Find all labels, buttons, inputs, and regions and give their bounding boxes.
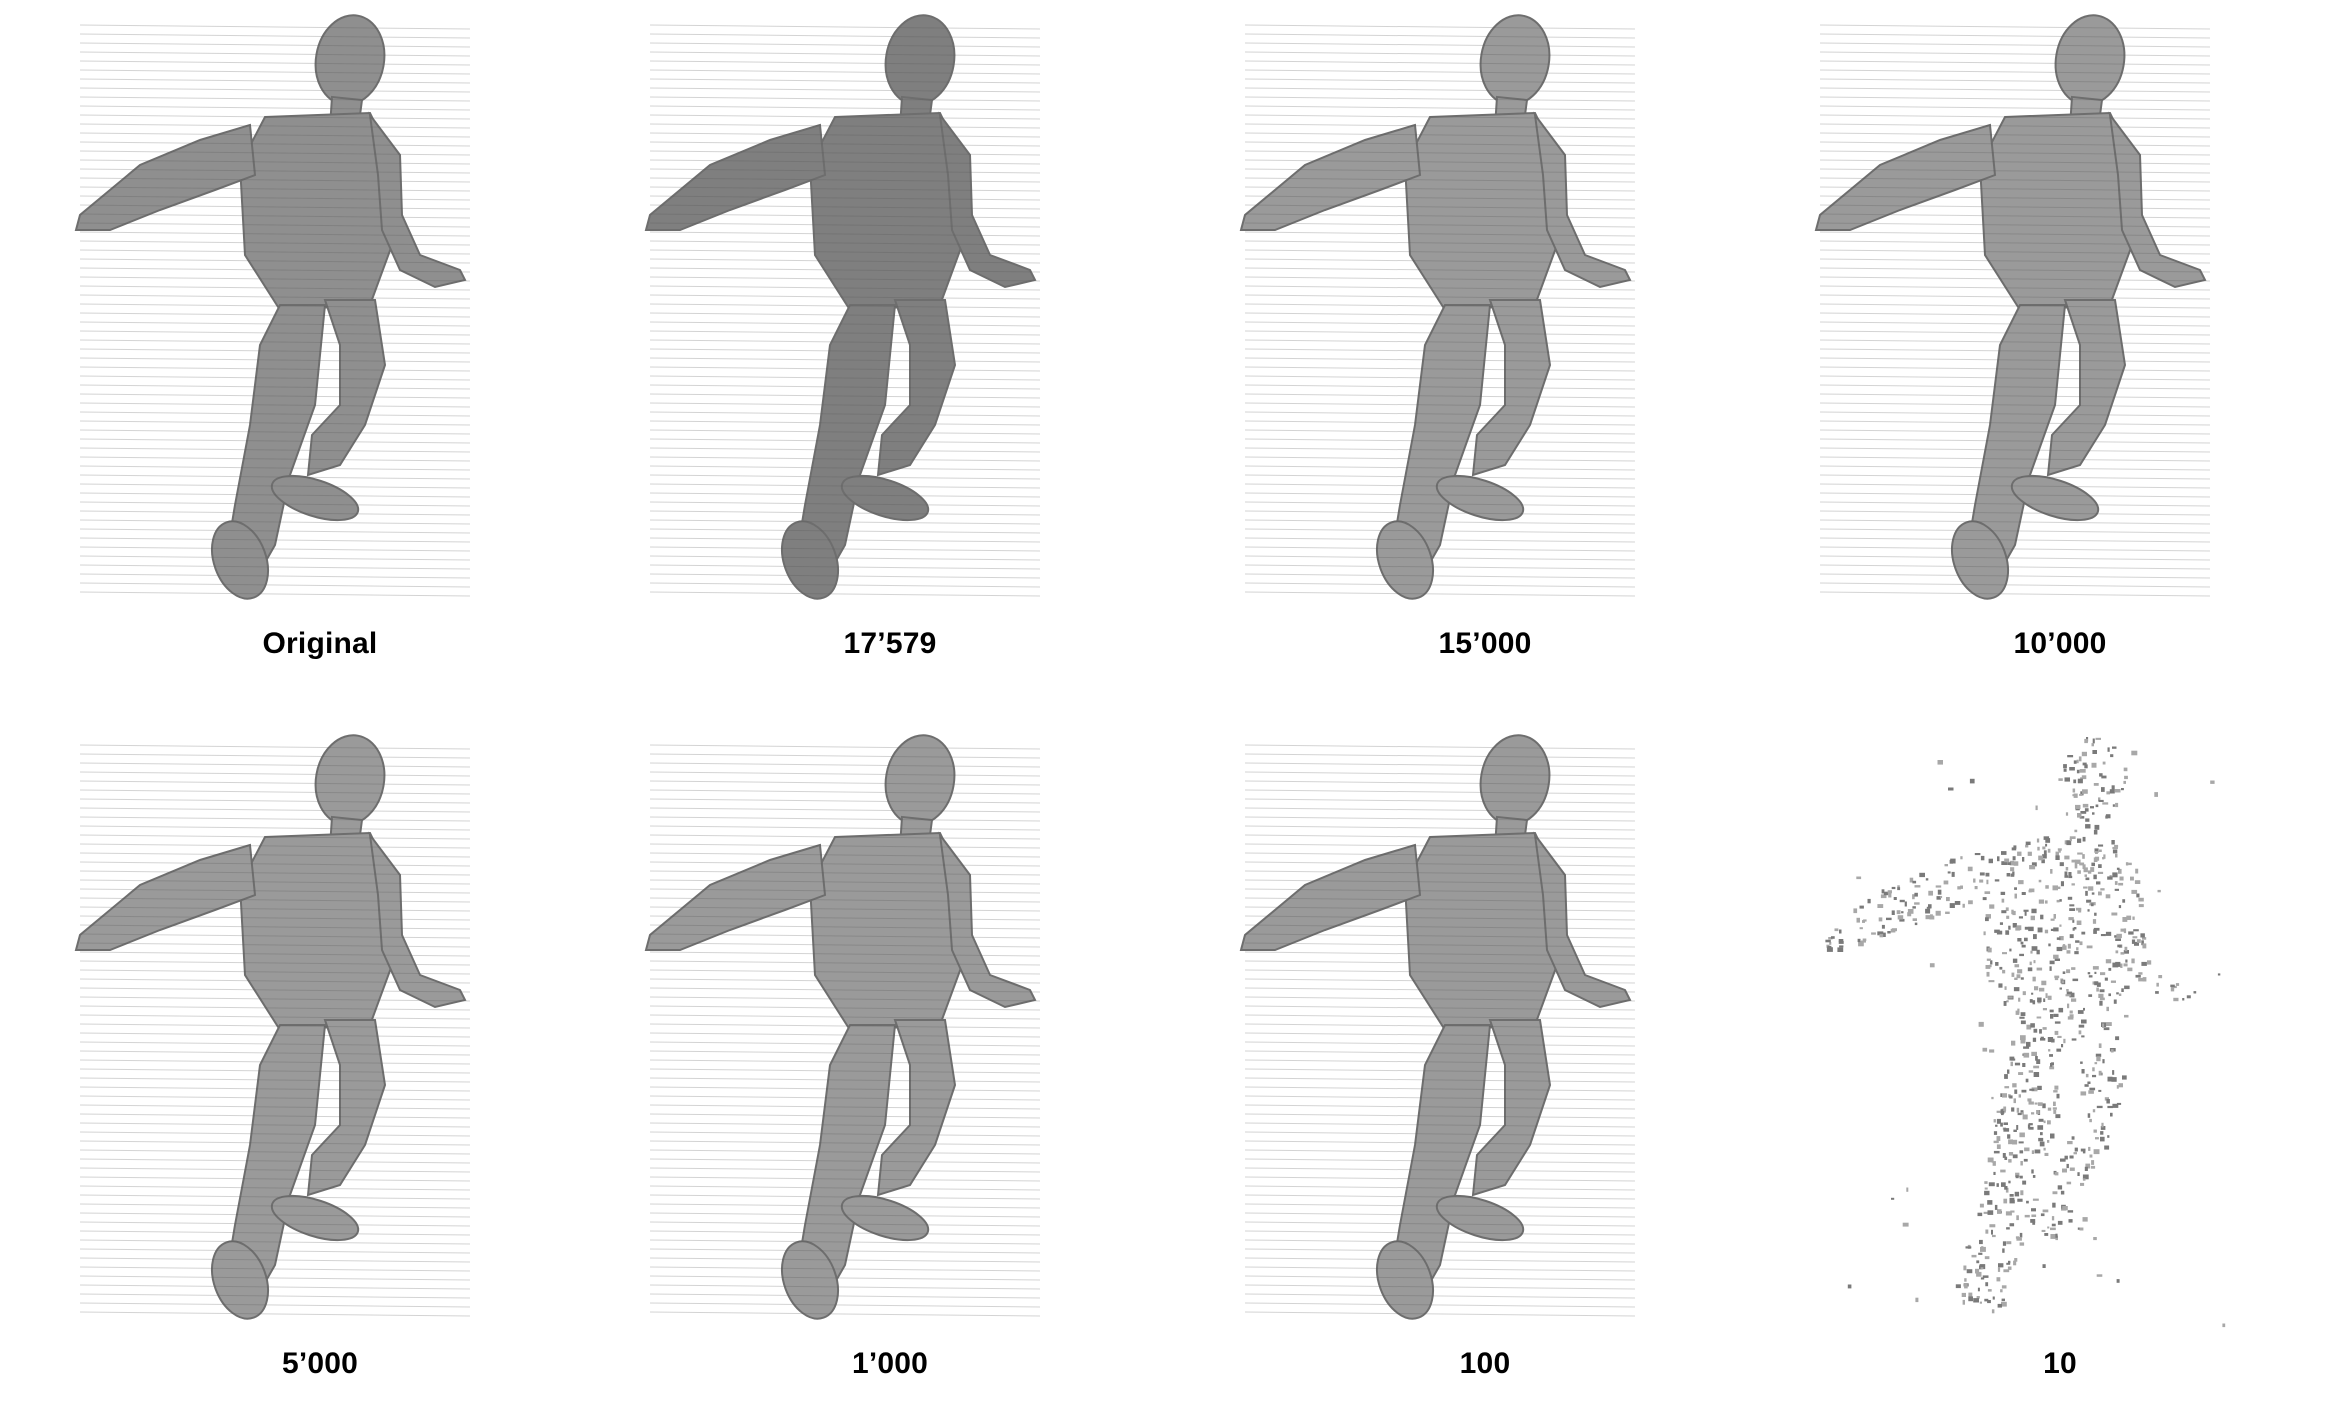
figure-right-arm bbox=[1533, 111, 1632, 289]
figure-right-arm bbox=[368, 831, 467, 1009]
figure-left-arm bbox=[644, 123, 827, 231]
point-texture bbox=[649, 24, 1041, 597]
figure-right-leg bbox=[2046, 299, 2127, 477]
figure-right-foot bbox=[1435, 474, 1525, 522]
figure-right-foot bbox=[270, 474, 360, 522]
point-cloud-figure bbox=[1825, 737, 2226, 1328]
panel-caption: Original bbox=[262, 627, 378, 660]
figure-head bbox=[884, 14, 956, 106]
figure-head bbox=[884, 734, 956, 826]
panel-15000: 15’000 bbox=[1205, 5, 1765, 705]
figure-right-arm bbox=[938, 831, 1037, 1009]
figure-right-foot bbox=[1435, 1194, 1525, 1242]
panel-caption: 5’000 bbox=[281, 1347, 359, 1380]
figure-right-arm bbox=[368, 111, 467, 289]
panel-17579: 17’579 bbox=[610, 5, 1170, 705]
panel-1000: 1’000 bbox=[610, 725, 1170, 1425]
point-cloud-figure bbox=[1814, 14, 2211, 600]
figure-right-foot bbox=[2010, 474, 2100, 522]
panel-caption: 1’000 bbox=[851, 1347, 929, 1380]
panel-caption: 10’000 bbox=[2013, 627, 2107, 660]
point-cloud-figure bbox=[644, 734, 1041, 1320]
point-cloud-figure bbox=[1239, 14, 1636, 600]
panel-caption: 17’579 bbox=[843, 627, 937, 660]
panel-10000: 10’000 bbox=[1780, 5, 2338, 705]
panel-original: Original bbox=[40, 5, 600, 705]
sparse-points bbox=[1825, 737, 2226, 1328]
point-texture bbox=[79, 24, 471, 597]
point-cloud-figure bbox=[74, 734, 471, 1320]
figure-right-leg bbox=[306, 299, 387, 477]
figure-left-foot bbox=[1950, 520, 2010, 600]
figure-head bbox=[314, 14, 386, 106]
point-texture bbox=[649, 744, 1041, 1317]
figure-right-arm bbox=[2108, 111, 2207, 289]
point-texture bbox=[79, 744, 471, 1317]
figure-head bbox=[1479, 734, 1551, 826]
figure-head bbox=[1479, 14, 1551, 106]
point-cloud-figure bbox=[644, 14, 1041, 600]
figure-head bbox=[314, 734, 386, 826]
panel-caption: 100 bbox=[1459, 1347, 1511, 1380]
figure-right-arm bbox=[938, 111, 1037, 289]
figure-right-leg bbox=[876, 1019, 957, 1197]
panel-caption: 15’000 bbox=[1438, 627, 1532, 660]
figure-right-leg bbox=[1471, 299, 1552, 477]
figure-right-foot bbox=[840, 1194, 930, 1242]
point-cloud-figure bbox=[74, 14, 471, 600]
point-texture bbox=[1819, 24, 2211, 597]
figure-head bbox=[2054, 14, 2126, 106]
figure-left-arm bbox=[1239, 123, 1422, 231]
point-texture bbox=[1244, 744, 1636, 1317]
figure-left-arm bbox=[1814, 123, 1997, 231]
panel-5000: 5’000 bbox=[40, 725, 600, 1425]
figure-left-arm bbox=[74, 123, 257, 231]
figure-left-arm bbox=[1239, 843, 1422, 951]
figure-left-foot bbox=[210, 1240, 270, 1320]
panel-100: 100 bbox=[1205, 725, 1765, 1425]
figure-left-foot bbox=[210, 520, 270, 600]
figure-left-foot bbox=[1375, 1240, 1435, 1320]
figure-left-foot bbox=[780, 1240, 840, 1320]
figure-right-foot bbox=[840, 474, 930, 522]
figure-left-foot bbox=[780, 520, 840, 600]
point-texture bbox=[1244, 24, 1636, 597]
figure-right-leg bbox=[1471, 1019, 1552, 1197]
figure-left-arm bbox=[74, 843, 257, 951]
figure-left-foot bbox=[1375, 520, 1435, 600]
figure-right-leg bbox=[876, 299, 957, 477]
figure-right-leg bbox=[306, 1019, 387, 1197]
figure-right-arm bbox=[1533, 831, 1632, 1009]
panel-caption: 10 bbox=[2043, 1347, 2077, 1380]
figure-right-foot bbox=[270, 1194, 360, 1242]
panel-10: 10 bbox=[1780, 725, 2338, 1425]
point-cloud-figure bbox=[1239, 734, 1636, 1320]
figure-left-arm bbox=[644, 843, 827, 951]
